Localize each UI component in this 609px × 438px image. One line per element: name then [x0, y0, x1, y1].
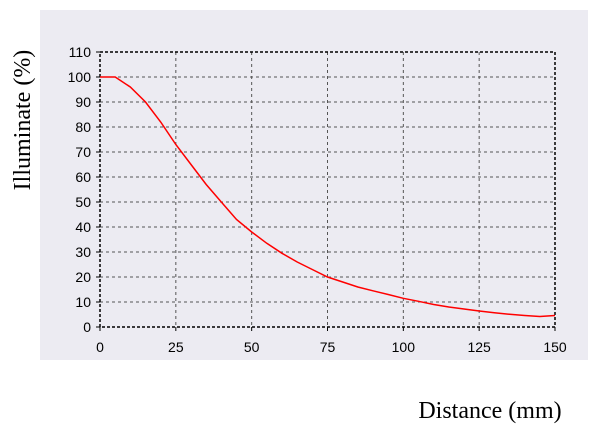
x-tick-label: 0 — [96, 339, 104, 355]
series-line — [100, 76, 556, 318]
x-tick-label: 125 — [467, 339, 491, 355]
grid-lines — [100, 52, 555, 327]
x-axis-label: Distance (mm) — [418, 398, 561, 424]
y-tick-label: 80 — [75, 119, 91, 135]
x-tick-label: 100 — [392, 339, 416, 355]
x-axis-ticks: 0 25 50 75 100 125 150 — [96, 327, 567, 355]
y-tick-label: 20 — [75, 269, 91, 285]
y-tick-label: 70 — [75, 144, 91, 160]
x-tick-label: 25 — [168, 339, 184, 355]
chart-background — [40, 10, 588, 360]
y-tick-label: 40 — [75, 219, 91, 235]
y-axis-ticks: 0 10 20 30 40 50 60 70 80 90 100 110 — [68, 44, 100, 335]
x-tick-label: 75 — [320, 339, 336, 355]
y-tick-label: 0 — [83, 319, 91, 335]
y-axis-label: Illuminate (%) — [10, 50, 36, 191]
y-tick-label: 10 — [75, 294, 91, 310]
y-tick-label: 90 — [75, 94, 91, 110]
y-tick-label: 30 — [75, 244, 91, 260]
y-tick-label: 110 — [69, 44, 92, 60]
x-tick-label: 50 — [244, 339, 260, 355]
y-tick-label: 60 — [75, 169, 91, 185]
y-tick-label: 50 — [75, 194, 91, 210]
y-tick-label: 100 — [68, 69, 92, 85]
x-tick-label: 150 — [543, 339, 567, 355]
